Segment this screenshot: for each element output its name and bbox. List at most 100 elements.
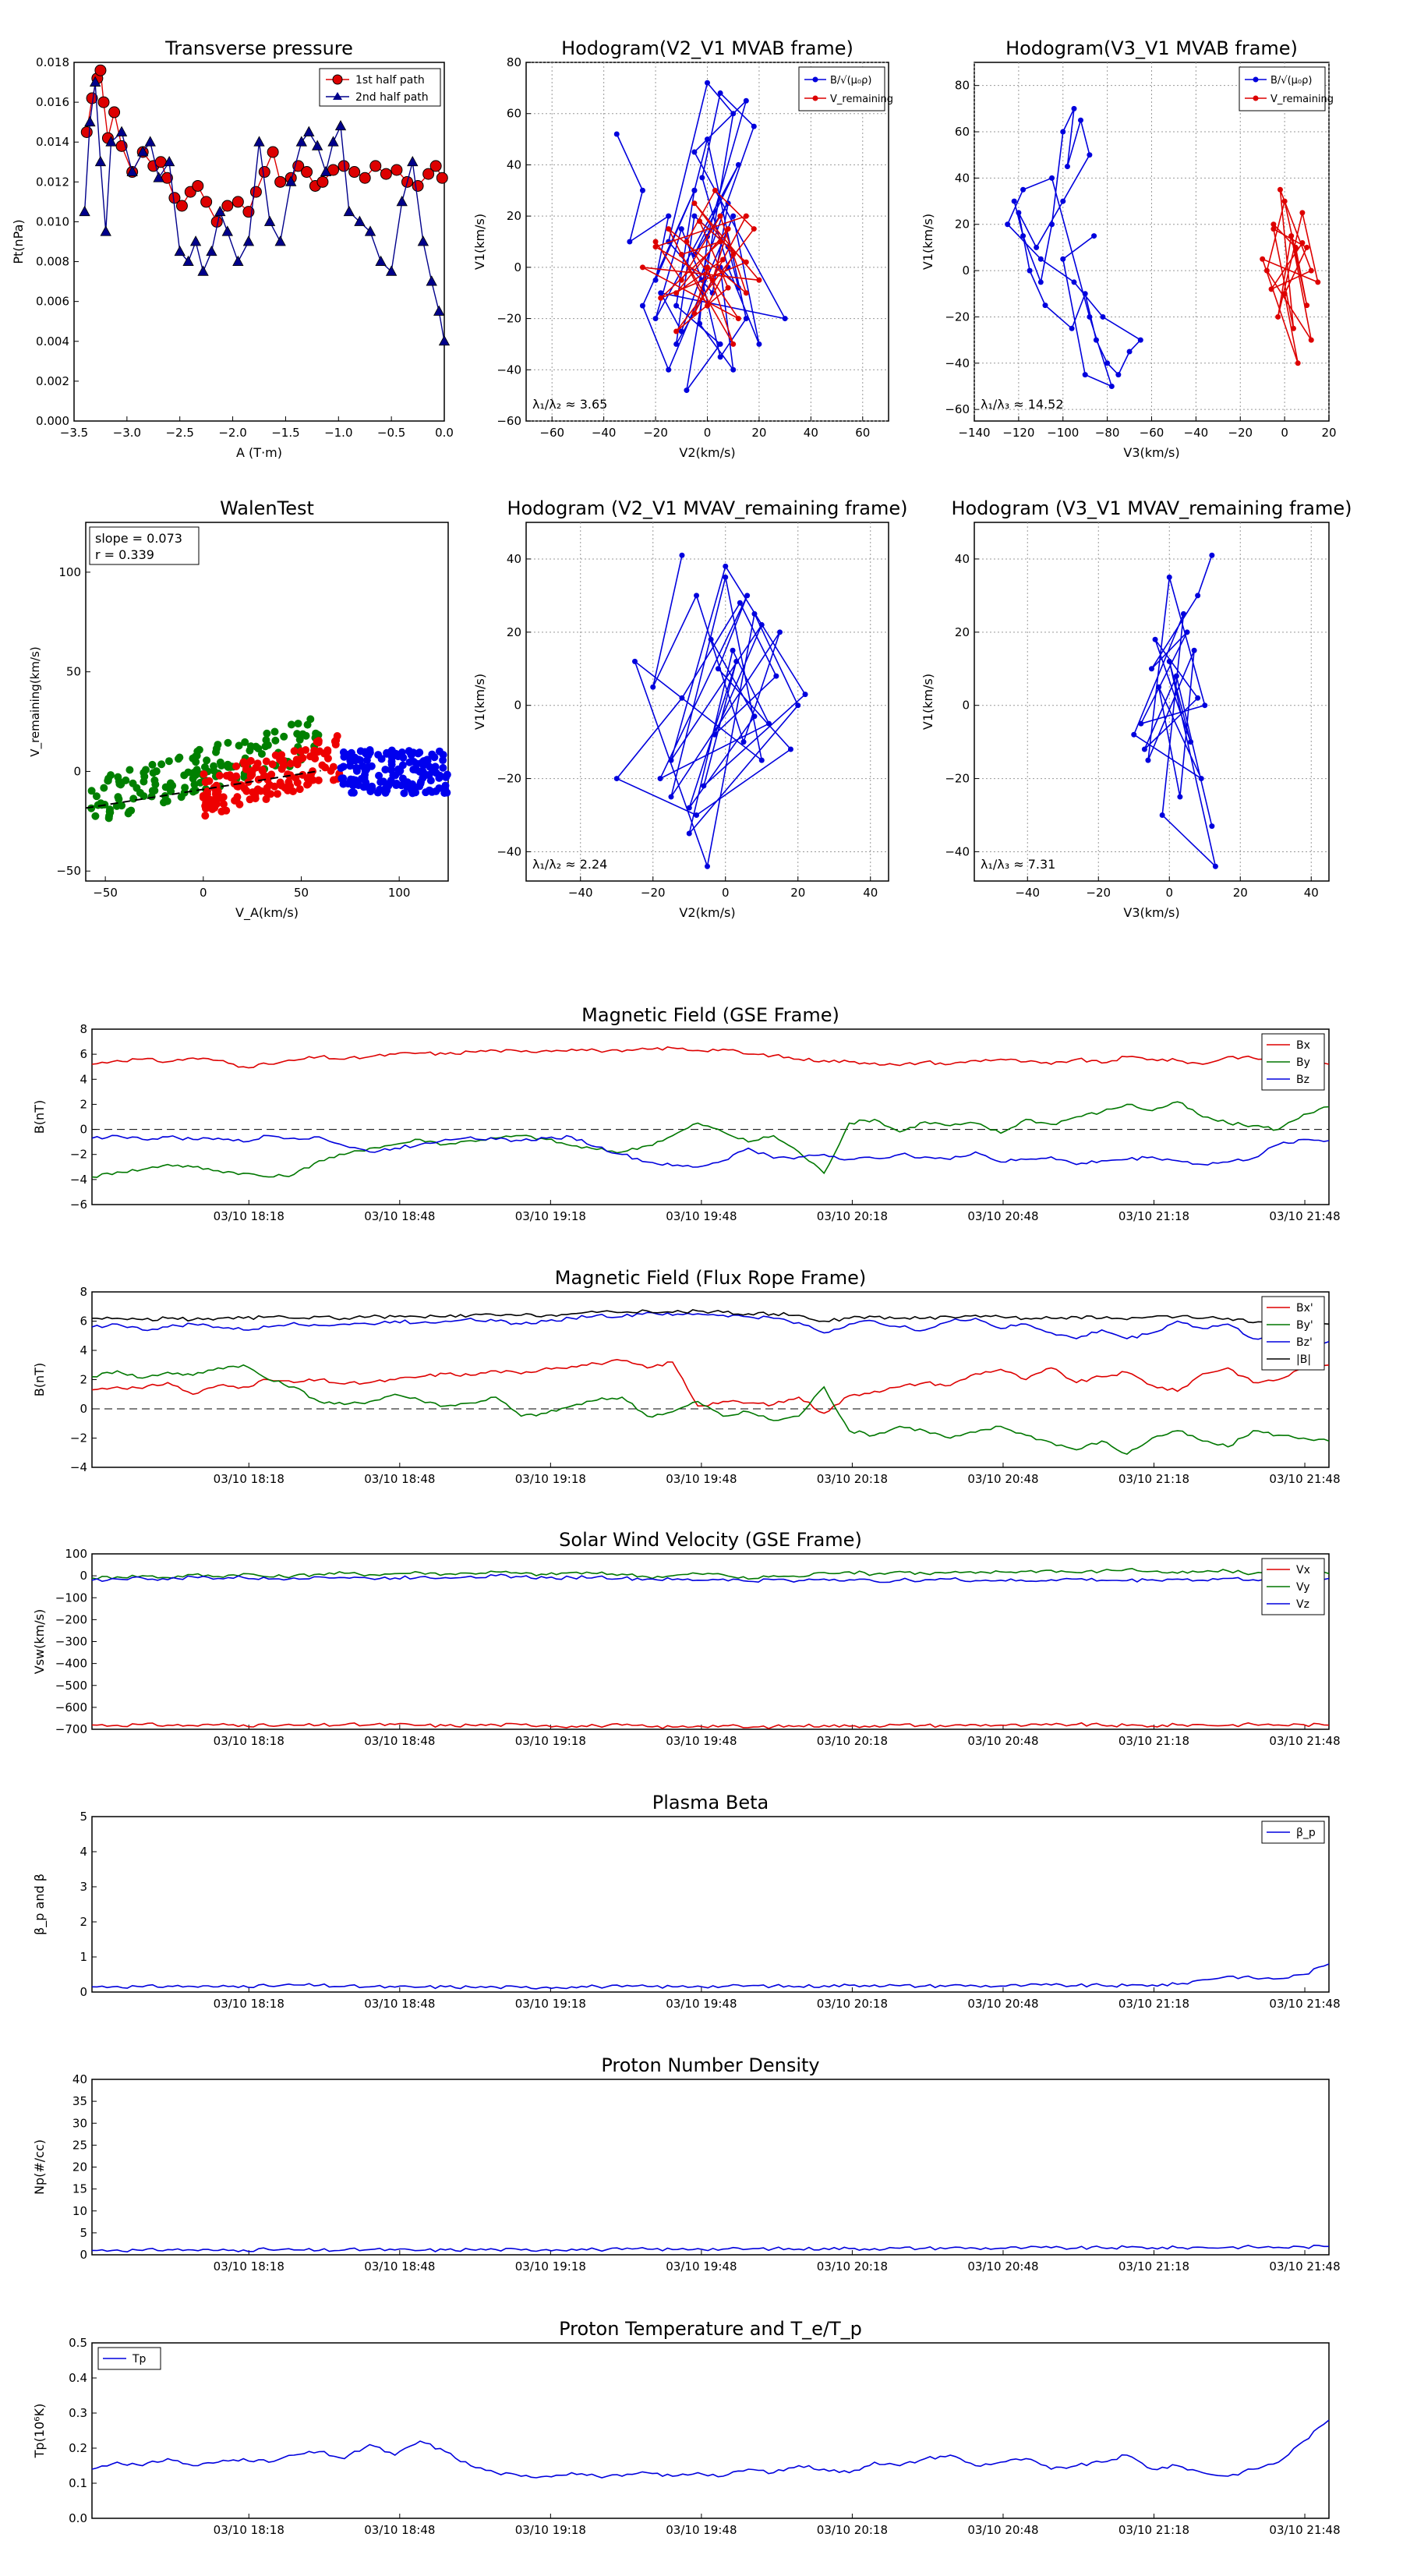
hodo-v3v1-mvav-panel-point — [1131, 731, 1137, 738]
hodo-v3v1-mvab-panel-ytick-label: −20 — [945, 310, 970, 324]
hodo-v3v1-mvav-panel-ytick-label: 20 — [955, 625, 970, 639]
walen-point — [180, 771, 189, 780]
walen-point — [150, 786, 159, 794]
mag-flux-rope-panel-ytick-label: 8 — [80, 1285, 87, 1299]
proton-temperature-panel-xtick-label: 03/10 19:18 — [515, 2523, 586, 2537]
mag-gse-panel-ylabel: B(nT) — [32, 1100, 47, 1134]
walen-point — [423, 756, 432, 765]
hodo-v3v1-mvav-panel-point — [1191, 647, 1197, 653]
plasma-beta-panel-xtick-label: 03/10 19:48 — [666, 1997, 737, 2011]
pt-xlabel: A (T·m) — [236, 445, 282, 460]
walen-point — [114, 773, 122, 781]
walen-point — [295, 735, 304, 744]
hodo-v2v1-mvab-panel-point — [717, 90, 723, 96]
hodo-v2v1-mvav-panel-point — [802, 692, 808, 698]
proton-density-panel-ytick-label: 35 — [72, 2094, 87, 2108]
walen-point — [409, 757, 418, 766]
pt-point-blue — [189, 235, 202, 246]
mag-flux-rope-panel-ytick-label: −4 — [70, 1460, 87, 1474]
walen-point — [333, 731, 341, 740]
walen-point — [392, 781, 401, 790]
solar-wind-velocity-panel-legend-label: Vy — [1296, 1581, 1310, 1594]
mag-flux-rope-panel-xtick-label: 03/10 18:18 — [214, 1472, 284, 1486]
walen-point — [346, 756, 355, 765]
plasma-beta-panel-xtick-label: 03/10 19:18 — [515, 1997, 586, 2011]
hodo-v3v1-mvab-panel-legend-marker — [1253, 76, 1259, 83]
walen-r-text: r = 0.339 — [95, 547, 154, 562]
hodo-v3v1-mvab-panel-xtick-label: −20 — [1228, 426, 1253, 440]
walen-point — [278, 758, 287, 766]
walen-point — [297, 747, 306, 755]
proton-temperature-panel-ytick-label: 0.3 — [69, 2406, 87, 2420]
walen-point — [246, 795, 254, 804]
walen-point — [140, 777, 148, 786]
walen-point — [124, 809, 133, 818]
hodo-v2v1-mvab-panel-xtick-label: −20 — [643, 426, 668, 440]
hodo-v2v1-mvav-panel-point — [766, 720, 772, 727]
walen-point — [323, 746, 332, 755]
transverse-pressure-panel: Transverse pressure −3.5 −3.0 −2.5 −2.0 −1.5 −… — [11, 37, 454, 460]
hodo-v3v1-mvab-panel-xtick-label: −120 — [1002, 426, 1034, 440]
pt-xtick-label: −1.0 — [324, 426, 352, 440]
hodo-v3v1-mvab-panel-point — [1315, 279, 1321, 285]
proton-temperature-panel-xtick-label: 03/10 20:18 — [817, 2523, 888, 2537]
hodo-v2v1-mvab-panel-point — [678, 226, 684, 232]
proton-density-panel-ytick-label: 15 — [72, 2182, 87, 2196]
hodo-v2v1-mvav-panel-point — [712, 731, 718, 738]
mag-flux-rope-panel-series-Bz' — [91, 1311, 1330, 1346]
mag-gse-panel-ytick-label: 0 — [80, 1123, 87, 1137]
walen-point — [414, 749, 422, 758]
walen-point — [263, 775, 272, 784]
proton-temperature-panel-legend-label: Tp — [132, 2353, 147, 2365]
hodo-v2v1-mvav-panel-xtick-label: 0 — [722, 886, 730, 900]
proton-density-panel-title: Proton Number Density — [601, 2054, 819, 2076]
hodo-v2v1-mvab-panel-point — [782, 316, 788, 322]
mag-flux-rope-panel-ytick-label: 6 — [80, 1315, 87, 1329]
hodo-v3v1-mvav-panel-xtick-label: 20 — [1233, 886, 1248, 900]
pt-point-red — [348, 166, 361, 179]
walen-point — [439, 763, 447, 772]
pt-point-blue — [94, 155, 107, 167]
proton-temperature-panel: Proton Temperature and T_e/T_p 0.0 0.1 0.2 0… — [32, 2318, 1341, 2537]
pt-ytick-label: 0.006 — [36, 295, 69, 309]
plasma-beta-panel-xtick-label: 03/10 20:18 — [817, 1997, 888, 2011]
walen-point — [277, 765, 286, 773]
hodo-v2v1-mvab-panel-point — [652, 244, 659, 250]
hodo-v3v1-mvab-panel-point — [1100, 313, 1106, 320]
hodo-v3v1-mvav-panel-point — [1138, 720, 1144, 727]
solar-wind-velocity-panel-ytick-label: −200 — [55, 1612, 87, 1626]
pt-point-blue — [144, 136, 156, 147]
hodo-v2v1-mvab-panel-point — [639, 264, 645, 271]
proton-temperature-panel-ytick-label: 0.4 — [69, 2371, 87, 2385]
hodo-v3v1-mvab-panel-point — [1292, 244, 1299, 250]
pt-ytick-label: 0.004 — [36, 334, 69, 349]
walen-point — [116, 780, 125, 789]
walen-point — [248, 770, 256, 779]
mag-gse-panel: Magnetic Field (GSE Frame) −6 −4 −2 0 2 4 6 8 B(n… — [32, 1004, 1341, 1223]
proton-temperature-panel-title: Proton Temperature and T_e/T_p — [559, 2318, 862, 2340]
walen-point — [148, 760, 157, 769]
hodo-v2v1-mvab-panel-point — [691, 310, 698, 317]
hodo-v2v1-mvab-panel-point — [735, 161, 741, 168]
hodo-v2v1-mvab-panel-point — [673, 328, 680, 334]
pt-point-red — [267, 146, 279, 158]
hodo-v3v1-mvab-panel-point — [1042, 303, 1048, 309]
walen-point — [318, 761, 327, 770]
mag-gse-panel-ytick-label: 2 — [80, 1097, 87, 1111]
mag-flux-rope-panel-xtick-label: 03/10 19:18 — [515, 1472, 586, 1486]
pt-point-blue — [354, 215, 366, 226]
hodo-v2v1-mvab-panel-xtick-label: 20 — [751, 426, 766, 440]
mag-flux-rope-panel-series-|B| — [92, 1309, 1330, 1325]
solar-wind-velocity-panel-xtick-label: 03/10 19:48 — [666, 1734, 737, 1748]
walen-ytick-label: −50 — [56, 864, 81, 878]
hodo-v3v1-mvab-panel-legend-label: V_remaining — [1270, 94, 1334, 105]
hodo-v2v1-mvab-panel-ratio-annotation: λ₁/λ₂ ≈ 3.65 — [532, 397, 607, 412]
hodo-v3v1-mvab-panel-point — [1093, 337, 1099, 343]
hodo-v2v1-mvav-panel-ratio-annotation: λ₁/λ₂ ≈ 2.24 — [532, 857, 607, 872]
walen-point — [347, 748, 355, 757]
walen-point — [293, 730, 302, 738]
proton-temperature-panel-xtick-label: 03/10 20:48 — [967, 2523, 1038, 2537]
hodo-v3v1-mvav-panel-point — [1180, 610, 1186, 617]
proton-density-panel-xtick-label: 03/10 19:48 — [666, 2259, 737, 2273]
hodo-v2v1-mvab-panel-xlabel: V2(km/s) — [679, 445, 735, 460]
